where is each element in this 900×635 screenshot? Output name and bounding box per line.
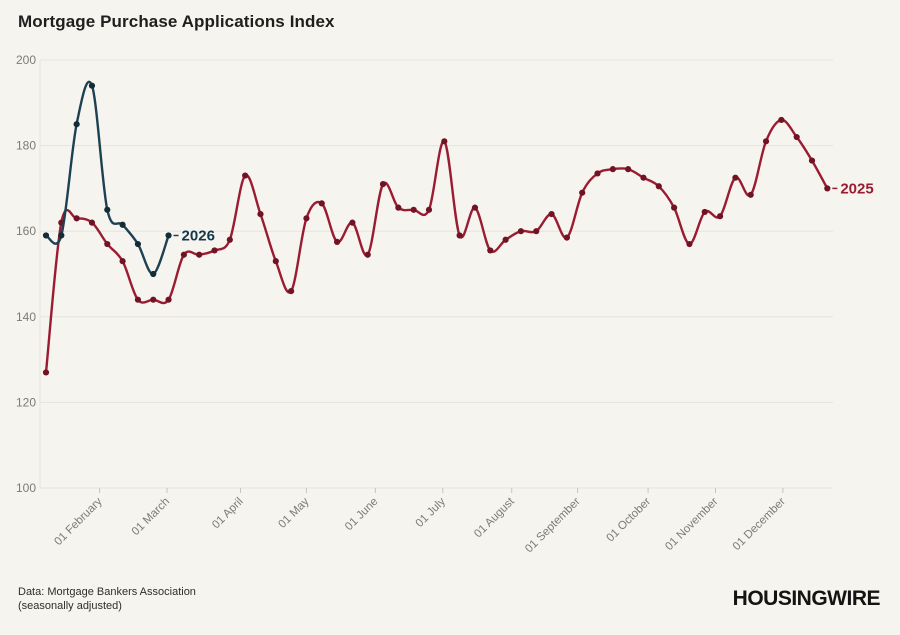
series-2025-point — [333, 238, 341, 245]
series-2026-point — [150, 270, 157, 278]
series-2026: 2026 — [42, 80, 215, 278]
series-2026-point — [58, 232, 65, 239]
series-2025-point — [487, 247, 494, 254]
series-2025-point — [104, 240, 111, 248]
series-2025-point — [150, 296, 157, 303]
x-axis-tick-label: 01 April — [210, 496, 246, 532]
series-2025-point — [257, 210, 264, 218]
series-2025-point — [716, 213, 724, 220]
x-axis-tick-label: 01 July — [414, 495, 448, 529]
series-2025-point — [288, 288, 295, 295]
series-2025-point — [594, 170, 601, 177]
series-2025-point — [42, 369, 50, 376]
series-2025-point — [686, 240, 693, 248]
series-2025-point — [165, 296, 172, 303]
y-axis-tick-label: 160 — [16, 224, 36, 238]
series-2025-point — [303, 215, 310, 222]
series-2025-point — [134, 296, 142, 303]
series-2025-point — [410, 206, 417, 213]
series-2025-point — [563, 234, 570, 241]
series-2025-point — [671, 204, 678, 211]
series-2026-point — [88, 82, 96, 89]
x-axis: 01 February 01 March 01 April 01 May 01 June… — [52, 488, 788, 555]
series-2025-point — [395, 204, 402, 211]
series-2025-point — [502, 236, 509, 243]
series-2025-point — [824, 185, 831, 192]
series-2026-point — [165, 232, 172, 239]
y-axis-tick-label: 120 — [16, 395, 36, 409]
y-axis-tick-label: 200 — [16, 53, 36, 67]
series-2025-point — [808, 157, 816, 164]
series-2025-label: 2025 — [840, 180, 873, 197]
series-2026-point — [134, 240, 142, 248]
x-axis-tick-label: 01 August — [472, 495, 517, 540]
series-2025-point — [73, 215, 80, 222]
series-2026-label: 2026 — [182, 227, 215, 244]
series-2025-point — [579, 189, 586, 196]
x-axis-tick-label: 01 November — [663, 496, 720, 553]
series-2025-point — [533, 228, 540, 235]
series-2025-point — [242, 172, 249, 179]
series-2025-point — [456, 232, 463, 239]
series-2025-point — [655, 183, 662, 190]
series-2025-point — [517, 228, 525, 235]
series-2025-point — [349, 219, 356, 226]
y-axis-tick-label: 140 — [16, 310, 36, 324]
series-2025-point — [211, 247, 218, 254]
series-2025-point — [272, 258, 279, 265]
x-axis-tick-label: 01 May — [276, 495, 311, 530]
series-2025-point — [379, 181, 387, 188]
series-2026-point — [104, 206, 111, 213]
x-axis-tick-label: 01 October — [604, 496, 653, 545]
series-2025-point — [762, 138, 770, 145]
page-title: Mortgage Purchase Applications Index — [18, 12, 335, 31]
series-2025-point — [548, 210, 555, 218]
series-2026-point — [119, 221, 126, 228]
data-source-line1: Data: Mortgage Bankers Association — [18, 586, 196, 598]
data-source-note: Data: Mortgage Bankers Association (seas… — [18, 585, 196, 613]
series-2025-point — [364, 251, 371, 258]
series-2025-point — [119, 258, 126, 265]
x-axis-tick-label: 01 December — [731, 496, 788, 553]
series-2025-point — [88, 219, 96, 226]
data-source-line2: (seasonally adjusted) — [18, 600, 122, 612]
series-2026-line — [45, 80, 170, 276]
y-axis-tick-label: 180 — [16, 139, 36, 153]
series-2025-point — [732, 174, 739, 181]
series-2025-point — [747, 191, 754, 198]
series-2025-point — [793, 133, 800, 141]
y-axis-tick-label: 100 — [16, 481, 36, 495]
series-2025-point — [226, 236, 233, 243]
series-2025-point — [196, 251, 203, 258]
housingwire-logo: HOUSINGWIRE — [732, 587, 881, 610]
series-2025-point — [425, 206, 433, 213]
x-axis-tick-label: 01 June — [343, 496, 380, 533]
series-2026-point — [42, 232, 50, 239]
series-2026-point — [73, 121, 80, 128]
series-2025-point — [778, 116, 785, 124]
series-2025-point — [609, 166, 616, 173]
x-axis-tick-label: 01 September — [523, 496, 583, 556]
series-2025-point — [441, 138, 448, 145]
series-2025-point — [471, 204, 479, 211]
gridlines: 200 180 160 140 120 100 — [16, 53, 833, 495]
series-2025-point — [625, 166, 632, 173]
series-2025-point — [318, 200, 325, 207]
series-2025-point — [701, 208, 708, 216]
x-axis-tick-label: 01 February — [52, 495, 105, 548]
series-2025: 2025 — [42, 116, 874, 376]
series-2025-line — [44, 118, 829, 373]
series-2025-point — [180, 251, 187, 258]
x-axis-tick-label: 01 March — [130, 496, 172, 538]
series-2025-point — [640, 174, 647, 181]
